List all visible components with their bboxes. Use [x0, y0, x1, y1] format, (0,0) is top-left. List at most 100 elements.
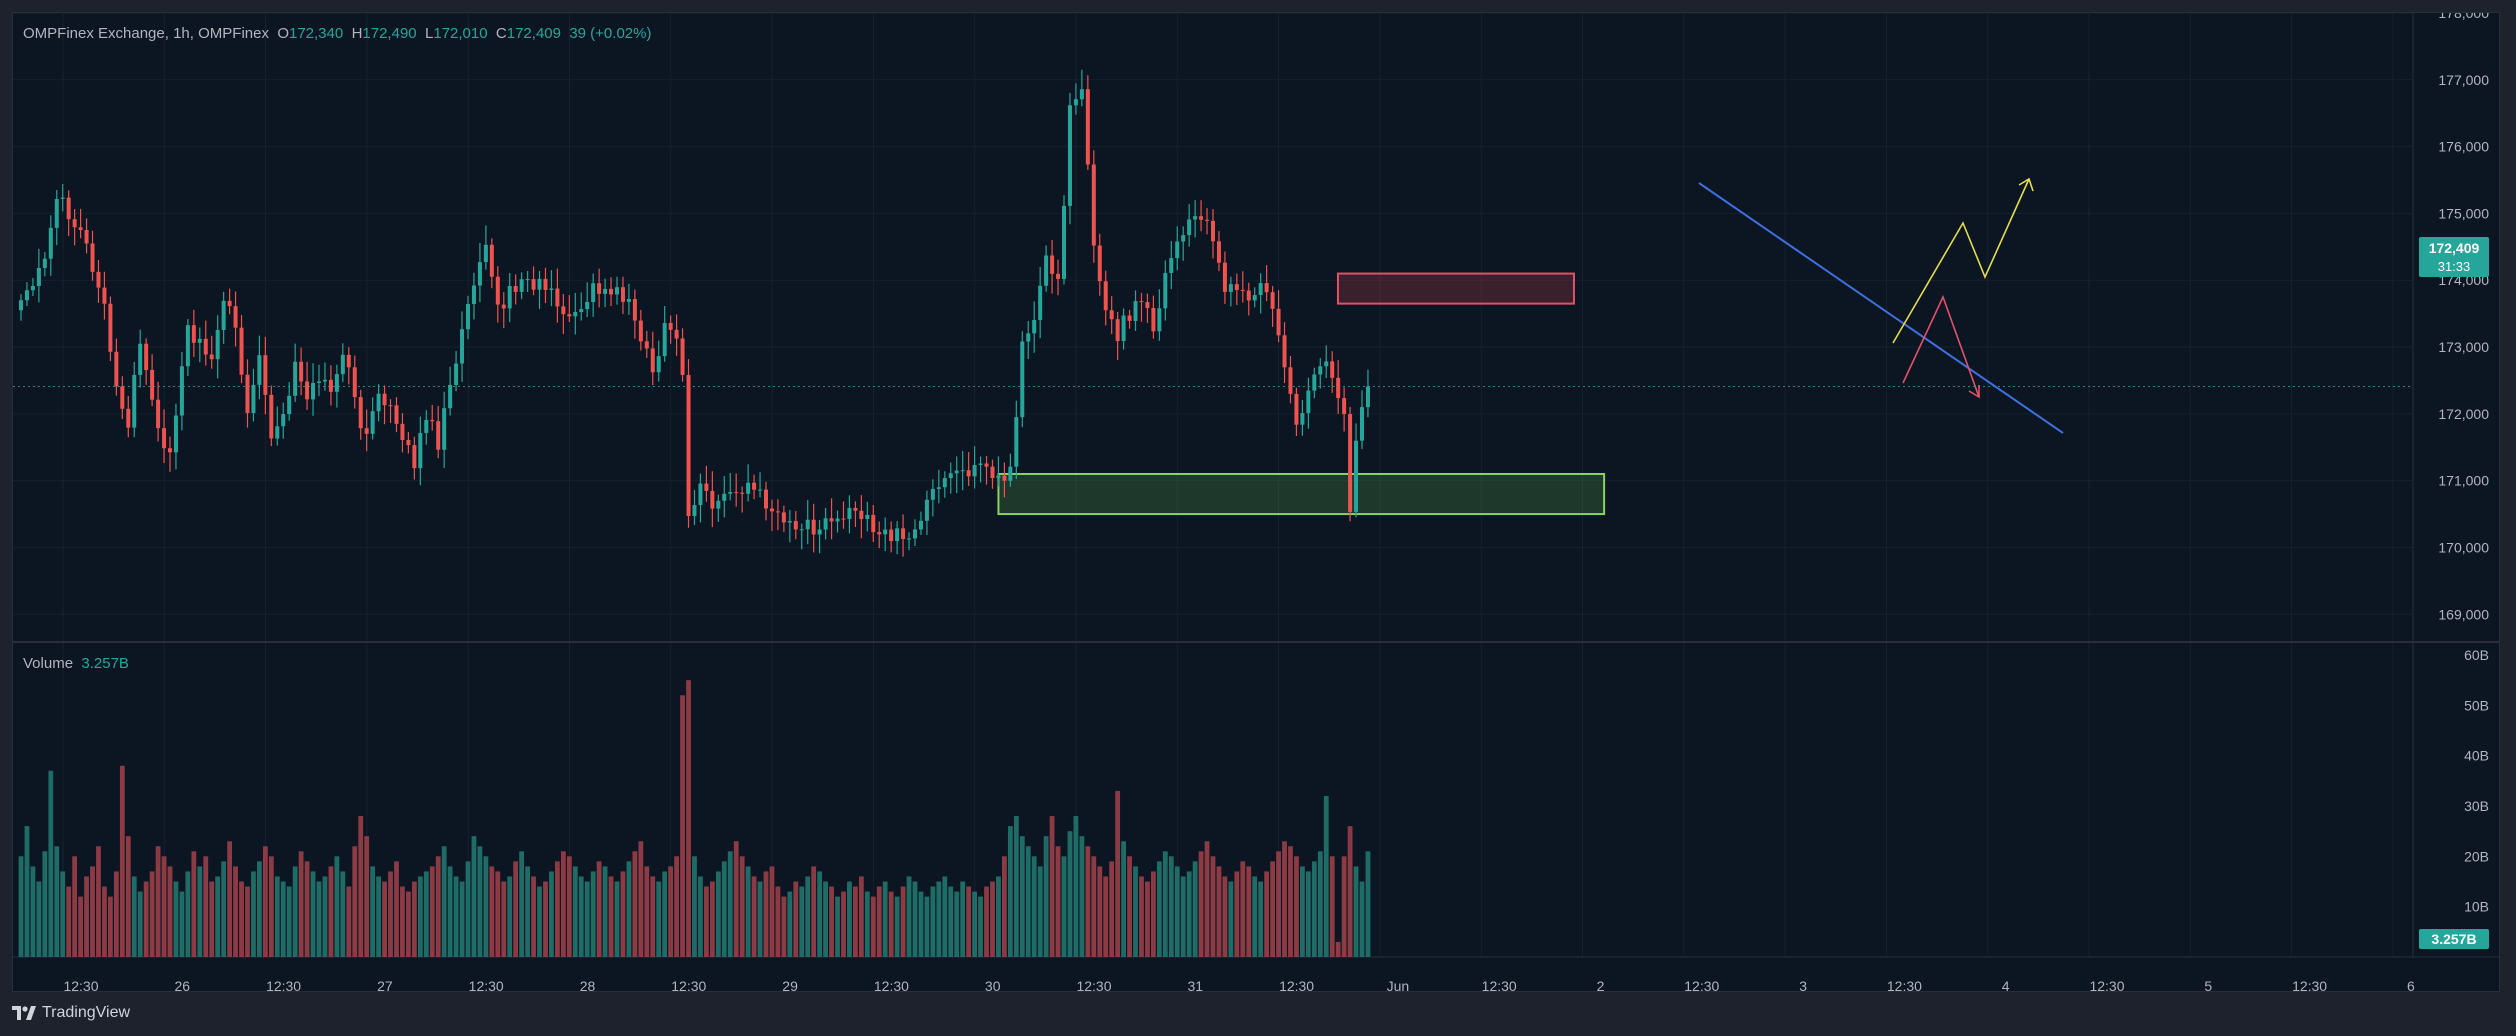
volume-bar — [1210, 856, 1216, 957]
volume-bar — [906, 876, 912, 957]
candle-body — [1228, 284, 1233, 292]
volume-bar — [1007, 826, 1013, 957]
volume-bar — [1246, 866, 1252, 957]
time-axis-label: 4 — [2002, 978, 2010, 992]
volume-bar — [1365, 851, 1371, 957]
candle-body — [1032, 319, 1037, 334]
price-axis[interactable]: 178,000177,000176,000175,000174,000173,0… — [2438, 13, 2489, 622]
candle-body — [567, 314, 572, 317]
volume-bar — [751, 876, 757, 957]
candle-body — [1014, 417, 1019, 467]
volume-legend[interactable]: Volume 3.257B — [23, 655, 129, 672]
candle-body — [656, 356, 661, 373]
projection-up-arrowhead — [2018, 177, 2034, 192]
candle-body — [811, 519, 816, 535]
volume-bar — [495, 871, 501, 957]
candle-body — [406, 440, 411, 446]
tradingview-logo[interactable]: TradingView — [12, 1004, 130, 1022]
volume-bar — [799, 886, 805, 957]
tradingview-icon — [12, 1006, 36, 1020]
volume-bar — [1305, 871, 1311, 957]
candle-body — [1002, 475, 1007, 481]
candle-body — [1127, 315, 1132, 321]
candle-body — [108, 303, 113, 352]
candle-body — [1211, 220, 1215, 242]
volume-bar — [36, 881, 42, 957]
volume-bar — [829, 886, 834, 957]
candle-body — [537, 278, 542, 290]
volume-bar — [1049, 816, 1055, 957]
candle-body — [1318, 366, 1323, 375]
volume-bar — [441, 846, 447, 957]
volume-bar — [1288, 846, 1293, 957]
volume-bar — [173, 881, 179, 957]
candle-body — [311, 382, 316, 400]
candle-body — [1103, 281, 1108, 311]
price-axis-label: 170,000 — [2438, 539, 2489, 555]
volume-bar — [203, 856, 209, 957]
volume-bar — [96, 846, 101, 957]
time-axis-label: 12:30 — [2089, 978, 2124, 992]
volume-bar — [715, 871, 721, 957]
candle-body — [752, 482, 757, 490]
chart-frame[interactable]: 178,000 177,000 176,000 175,000 174,000 173,0… — [12, 12, 2500, 992]
candle-body — [787, 521, 792, 523]
legend-close-label: C — [495, 25, 507, 42]
volume-bar — [942, 876, 948, 957]
candle-body — [251, 384, 256, 414]
volume-bar — [1031, 856, 1037, 957]
volume-bar — [54, 846, 60, 957]
legend-interval[interactable]: 1h — [173, 25, 190, 42]
volume-bar — [531, 876, 536, 957]
candle-body — [531, 279, 536, 290]
volume-bar — [1335, 941, 1341, 957]
volume-bar — [406, 891, 411, 957]
legend-change: 39 (+0.02%) — [569, 25, 652, 42]
volume-bar — [113, 871, 119, 957]
volume-bar — [459, 881, 465, 957]
candle-body — [1169, 258, 1174, 274]
candle-body — [871, 514, 876, 533]
candle-body — [996, 475, 1001, 479]
volume-bar — [1252, 876, 1258, 957]
candle-body — [388, 405, 393, 407]
volume-bar — [805, 876, 811, 957]
candle-body — [78, 227, 83, 230]
time-axis[interactable]: 12:30 26 12:30 27 12:30 28 12:30 29 12:30 30 12:30… — [63, 978, 2415, 992]
price-axis-label: 171,000 — [2438, 473, 2489, 489]
candle-body — [829, 518, 834, 522]
candle-body — [340, 354, 345, 375]
candle-body — [948, 473, 953, 479]
time-axis-label: 28 — [580, 978, 596, 992]
volume-bar — [1264, 871, 1270, 957]
candle-body — [579, 309, 584, 313]
volume-bar — [549, 871, 554, 957]
volume-bar — [1162, 851, 1168, 957]
candle-body — [942, 478, 947, 488]
candle-body — [322, 379, 327, 382]
candle-body — [185, 325, 190, 367]
volume-bar — [185, 871, 191, 957]
candle-body — [662, 322, 667, 357]
chart-canvas[interactable]: 178,000177,000176,000175,000174,000173,0… — [13, 13, 2500, 992]
candle-body — [626, 299, 631, 302]
candle-body — [1151, 307, 1156, 332]
volume-axis[interactable]: 60B 50B 40B 30B 20B 10B — [2464, 647, 2489, 915]
footer-bar — [0, 994, 2516, 1036]
candle-body — [710, 490, 715, 509]
legend-symbol[interactable]: OMPFinex Exchange — [23, 25, 165, 42]
candle-body — [90, 243, 95, 272]
candle-body — [126, 408, 131, 428]
volume-bar — [322, 876, 328, 957]
volume-bar — [543, 881, 548, 957]
candle-body — [215, 329, 220, 360]
resistance-zone — [1336, 272, 1575, 305]
time-axis-label: 29 — [782, 978, 798, 992]
candle-body — [1050, 255, 1055, 274]
volume-bar — [1067, 831, 1073, 957]
volume-bar — [763, 871, 769, 957]
volume-bar — [686, 680, 691, 957]
volume-bar — [1073, 816, 1079, 957]
volume-bar — [191, 851, 197, 957]
symbol-legend[interactable]: OMPFinex Exchange, 1h, OMPFinex O172,340… — [23, 25, 652, 42]
